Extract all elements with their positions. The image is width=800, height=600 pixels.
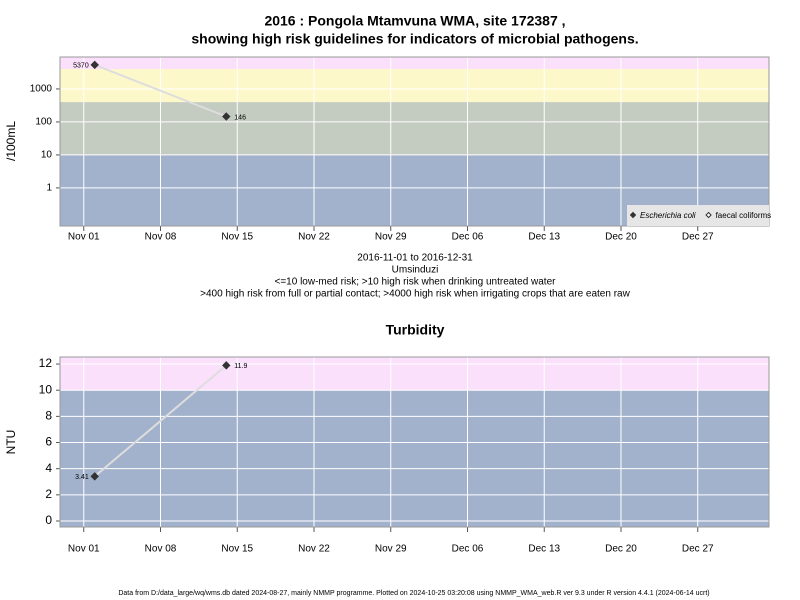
value-label: 11.9 xyxy=(234,363,247,370)
y-tick-label: 10 xyxy=(41,150,53,161)
data-point xyxy=(90,60,99,70)
x-tick-label: Dec 06 xyxy=(452,232,484,243)
x-tick-label: Dec 27 xyxy=(682,544,714,555)
legend-label: Escherichia coli xyxy=(640,211,696,220)
x-tick-label: Nov 15 xyxy=(221,232,253,243)
x-tick-label: Nov 22 xyxy=(298,232,330,243)
note: Umsinduzi xyxy=(392,265,439,276)
risk-band xyxy=(60,102,769,155)
chart-title: Turbidity xyxy=(386,322,445,338)
data-point xyxy=(222,361,231,370)
y-tick-label: 10 xyxy=(39,382,53,396)
x-tick-label: Nov 15 xyxy=(221,544,253,555)
y-axis-label: NTU xyxy=(4,430,18,455)
y-tick-label: 1000 xyxy=(30,84,53,95)
value-label: 146 xyxy=(234,114,246,121)
x-tick-label: Dec 13 xyxy=(528,232,560,243)
x-tick-label: Dec 20 xyxy=(605,544,637,555)
x-tick-label: Nov 08 xyxy=(145,232,177,243)
chart-title: 2016 : Pongola Mtamvuna WMA, site 172387… xyxy=(264,13,565,29)
y-tick-label: 0 xyxy=(45,513,52,527)
y-tick-label: 4 xyxy=(45,461,52,475)
plot-frame xyxy=(59,356,770,528)
note: >400 high risk from full or partial cont… xyxy=(200,289,630,300)
value-label: 3.41 xyxy=(75,474,89,481)
note: 2016-11-01 to 2016-12-31 xyxy=(357,253,473,264)
legend-label: faecal coliforms xyxy=(716,211,772,220)
series-line xyxy=(94,364,227,478)
data-point xyxy=(222,112,231,121)
y-tick-label: 6 xyxy=(45,435,52,449)
x-tick-label: Nov 22 xyxy=(298,544,330,555)
x-tick-label: Dec 06 xyxy=(452,544,484,555)
x-tick-label: Nov 29 xyxy=(375,232,407,243)
y-tick-label: 2 xyxy=(45,487,52,501)
chart-subtitle: showing high risk guidelines for indicat… xyxy=(191,31,638,47)
note: <=10 low-med risk; >10 high risk when dr… xyxy=(275,277,557,288)
x-tick-label: Dec 27 xyxy=(682,232,714,243)
risk-band xyxy=(60,390,769,527)
x-tick-label: Nov 01 xyxy=(68,544,100,555)
y-axis-label: /100mL xyxy=(4,121,18,161)
risk-band xyxy=(60,69,769,103)
data-point xyxy=(90,472,99,481)
legend-marker xyxy=(705,211,712,219)
legend-marker xyxy=(629,211,637,219)
y-tick-label: 8 xyxy=(45,409,52,423)
plot-frame xyxy=(59,56,770,227)
x-tick-label: Dec 20 xyxy=(605,232,637,243)
risk-band xyxy=(60,357,769,391)
footer: Data from D:/data_large/wq/wms.db dated … xyxy=(118,590,709,597)
value-label: 5370 xyxy=(73,63,89,70)
y-tick-label: 100 xyxy=(35,117,52,128)
x-tick-label: Nov 01 xyxy=(68,232,100,243)
legend-box xyxy=(627,205,769,226)
y-tick-label: 1 xyxy=(46,183,52,194)
x-tick-label: Nov 29 xyxy=(375,544,407,555)
y-tick-label: 12 xyxy=(39,356,53,370)
x-tick-label: Dec 13 xyxy=(528,544,560,555)
x-tick-label: Nov 08 xyxy=(145,544,177,555)
series-line xyxy=(94,63,227,118)
risk-band xyxy=(60,57,769,70)
